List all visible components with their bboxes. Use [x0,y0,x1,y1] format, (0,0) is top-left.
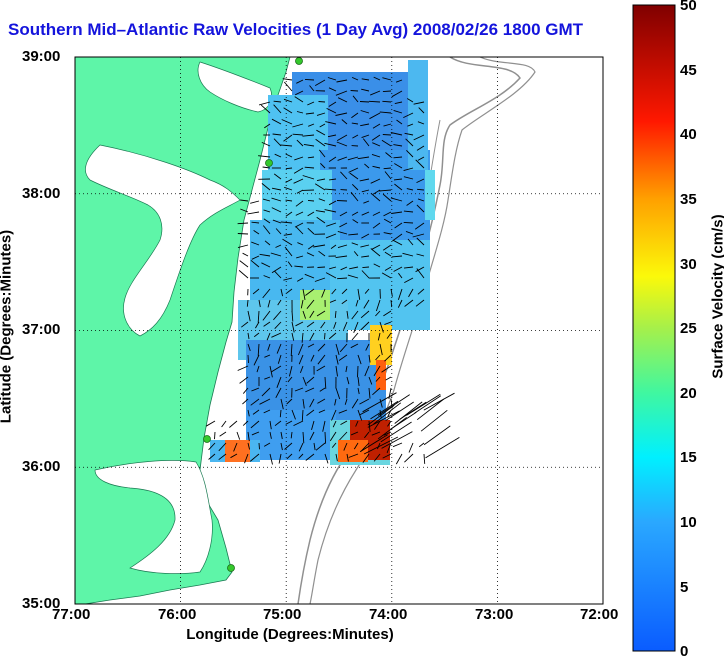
station-marker [204,436,211,443]
current-vector [308,200,314,201]
current-vector [360,102,369,103]
current-vector [383,91,391,92]
x-tick-label: 75:00 [263,607,301,623]
y-tick-label: 36:00 [22,459,60,475]
current-vector [325,333,326,339]
current-vector [351,91,358,92]
y-axis-label: Latitude (Degrees:Minutes) [0,222,15,432]
colorbar-tick: 0 [680,644,688,660]
colorbar-tick: 25 [680,321,697,337]
current-vector [318,267,326,268]
colorbar-tick: 5 [680,580,688,596]
current-vector [248,355,249,363]
x-tick-label: 72:00 [580,607,618,623]
current-vector [358,366,359,377]
current-vector [337,201,347,202]
x-tick-label: 74:00 [369,607,407,623]
current-vector [305,79,314,80]
current-vector [238,234,248,235]
x-tick-label: 76:00 [158,607,196,623]
station-marker [228,565,235,572]
y-tick-label: 39:00 [22,49,60,65]
colorbar-tick: 15 [680,450,697,466]
current-vector [383,135,391,136]
current-vector [215,432,216,439]
y-tick-label: 37:00 [22,322,60,338]
colorbar-tick: 50 [680,0,697,14]
colorbar-tick: 10 [680,515,697,531]
current-vector [259,443,260,449]
colorbar-gradient [633,5,675,651]
current-vector [325,432,326,444]
colorbar-tick: 40 [680,127,697,143]
current-vector [404,222,413,223]
station-marker [296,58,303,65]
y-tick-label: 35:00 [22,596,60,612]
colorbar-tick: 35 [680,192,697,208]
current-vector [319,102,326,103]
colorbar-tick: 30 [680,257,697,273]
station-marker [266,160,273,167]
x-axis-label: Longitude (Degrees:Minutes) [160,626,420,643]
current-vector [362,267,369,268]
colorbar-tick: 20 [680,386,697,402]
y-tick-label: 38:00 [22,186,60,202]
colorbar-tick: 45 [680,63,697,79]
x-tick-label: 73:00 [475,607,513,623]
colorbar-label: Surface Velocity (cm/s) [710,197,724,397]
